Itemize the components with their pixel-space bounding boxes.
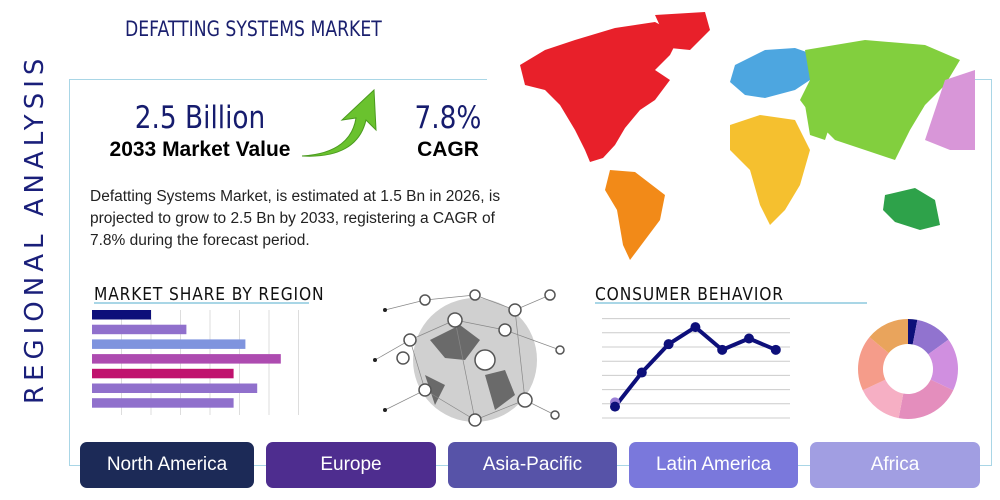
region-button-north-america[interactable]: North America <box>80 442 254 488</box>
data-point <box>744 333 754 344</box>
region-button-latin-america[interactable]: Latin America <box>629 442 798 488</box>
bar <box>92 354 281 364</box>
growth-arrow-icon <box>301 88 377 157</box>
region-button-africa[interactable]: Africa <box>810 442 980 488</box>
data-point <box>610 401 620 412</box>
heading-underline <box>94 302 309 304</box>
map-north-america <box>520 22 680 162</box>
donut-slice <box>908 319 918 345</box>
donut-slice <box>858 337 889 391</box>
map-asia <box>800 40 960 160</box>
bar <box>92 324 187 335</box>
consumer-donut-chart <box>858 319 958 419</box>
market-share-heading: MARKET SHARE BY REGION <box>94 284 325 305</box>
network-globe-image <box>373 289 565 427</box>
page-title: DEFATTING SYSTEMS MARKET <box>125 17 382 41</box>
data-point <box>770 344 781 355</box>
data-point <box>717 344 728 355</box>
bar <box>92 383 258 393</box>
market-value: 2.5 Billion <box>134 100 266 136</box>
region-button-asia-pacific[interactable]: Asia-Pacific <box>448 442 617 488</box>
bar <box>92 368 234 379</box>
market-value-label: 2033 Market Value <box>109 138 291 161</box>
region-button-europe[interactable]: Europe <box>266 442 436 488</box>
donut-slice <box>912 319 949 355</box>
market-share-bar-chart <box>92 310 299 415</box>
consumer-behavior-heading: CONSUMER BEHAVIOR <box>595 284 784 305</box>
cagr-label: CAGR <box>417 138 479 161</box>
map-europe <box>730 48 815 98</box>
donut-slice <box>928 339 958 391</box>
data-point <box>663 339 674 350</box>
map-middle-east <box>805 105 830 140</box>
bar <box>92 398 234 408</box>
cagr-value: 7.8% <box>414 100 482 136</box>
donut-slice <box>862 379 904 419</box>
heading-underline <box>595 302 867 304</box>
donut-slice <box>869 319 908 354</box>
map-southeast-asia <box>925 70 975 150</box>
data-point <box>636 367 647 378</box>
bar <box>92 310 151 320</box>
map-australia <box>883 188 940 230</box>
bar <box>92 339 246 349</box>
description: Defatting Systems Market, is estimated a… <box>90 188 501 249</box>
map-south-america <box>605 170 665 260</box>
consumer-line-chart <box>602 318 790 419</box>
world-map <box>505 10 975 265</box>
map-africa <box>730 115 810 225</box>
donut-slice <box>898 379 954 419</box>
map-greenland <box>655 12 710 50</box>
side-title: REGIONAL ANALYSIS <box>20 47 50 410</box>
data-point <box>690 322 701 333</box>
